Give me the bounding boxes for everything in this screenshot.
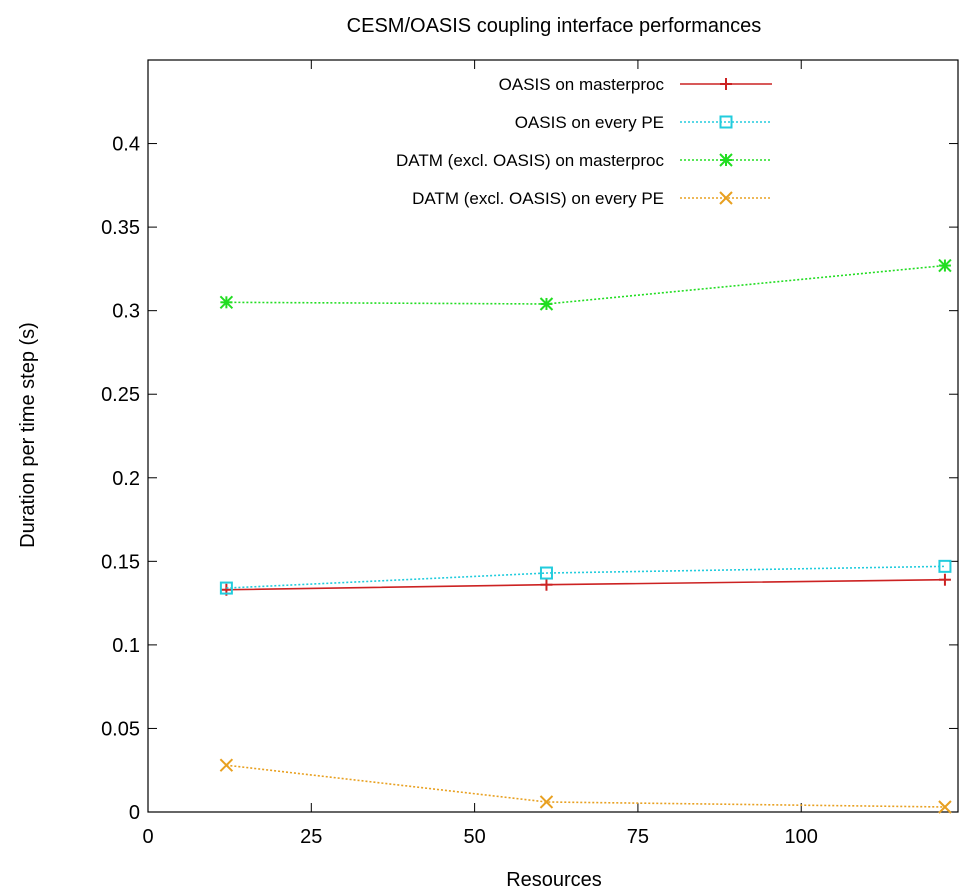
legend-marker — [719, 153, 733, 167]
legend-label: DATM (excl. OASIS) on masterproc — [396, 151, 664, 170]
data-point — [938, 800, 952, 814]
series-line — [226, 764, 945, 808]
y-tick-label: 0.15 — [101, 551, 140, 573]
chart-title: CESM/OASIS coupling interface performanc… — [347, 15, 762, 37]
data-point — [539, 566, 553, 580]
legend-entry: OASIS on every PE — [515, 113, 772, 132]
y-axis-label: Duration per time step (s) — [17, 322, 39, 548]
y-tick-label: 0.05 — [101, 718, 140, 740]
x-tick-label: 25 — [300, 826, 322, 848]
data-point — [219, 758, 234, 772]
x-axis-label: Resources — [506, 869, 602, 891]
y-tick-label: 0.1 — [112, 635, 140, 657]
y-tick-label: 0.2 — [112, 468, 140, 490]
data-point — [938, 258, 952, 273]
x-tick-label: 0 — [142, 826, 153, 848]
x-tick-label: 50 — [463, 826, 485, 848]
x-tick-label: 75 — [627, 826, 649, 848]
series-layer — [219, 258, 952, 814]
legend-label: OASIS on masterproc — [499, 75, 665, 94]
series-line — [226, 565, 945, 589]
series-line — [226, 578, 945, 591]
legend-label: OASIS on every PE — [515, 113, 664, 132]
series-2 — [219, 258, 952, 311]
legend-entry: DATM (excl. OASIS) on every PE — [412, 189, 772, 208]
data-point — [540, 578, 553, 591]
x-tick-label: 100 — [785, 826, 818, 848]
y-tick-label: 0.3 — [112, 301, 140, 323]
legend-marker — [719, 191, 733, 205]
data-point — [219, 295, 234, 310]
series-0 — [220, 573, 951, 596]
plot-frame — [147, 59, 959, 813]
y-tick-label: 0.35 — [101, 217, 140, 239]
y-tick-label: 0 — [129, 802, 140, 824]
legend-entry: DATM (excl. OASIS) on masterproc — [396, 151, 772, 170]
data-point — [938, 559, 952, 573]
legend-marker — [720, 78, 732, 90]
y-tick-label: 0.25 — [101, 384, 140, 406]
ticks-layer: 0 0.05 0.1 0.15 0.2 0.25 0.3 0.35 0.4 0 25 50 75 100 — [101, 60, 958, 848]
legend-label: DATM (excl. OASIS) on every PE — [412, 189, 664, 208]
legend: OASIS on masterproc OASIS on every PE DATM… — [396, 75, 772, 208]
data-point — [938, 573, 951, 586]
legend-entry: OASIS on masterproc — [499, 75, 772, 94]
series-1 — [219, 559, 952, 595]
data-point — [219, 581, 233, 595]
legend-marker — [719, 115, 733, 129]
data-point — [539, 795, 554, 809]
series-line — [226, 264, 946, 305]
y-tick-label: 0.4 — [112, 134, 140, 156]
series-3 — [219, 758, 952, 814]
data-point — [539, 297, 554, 311]
